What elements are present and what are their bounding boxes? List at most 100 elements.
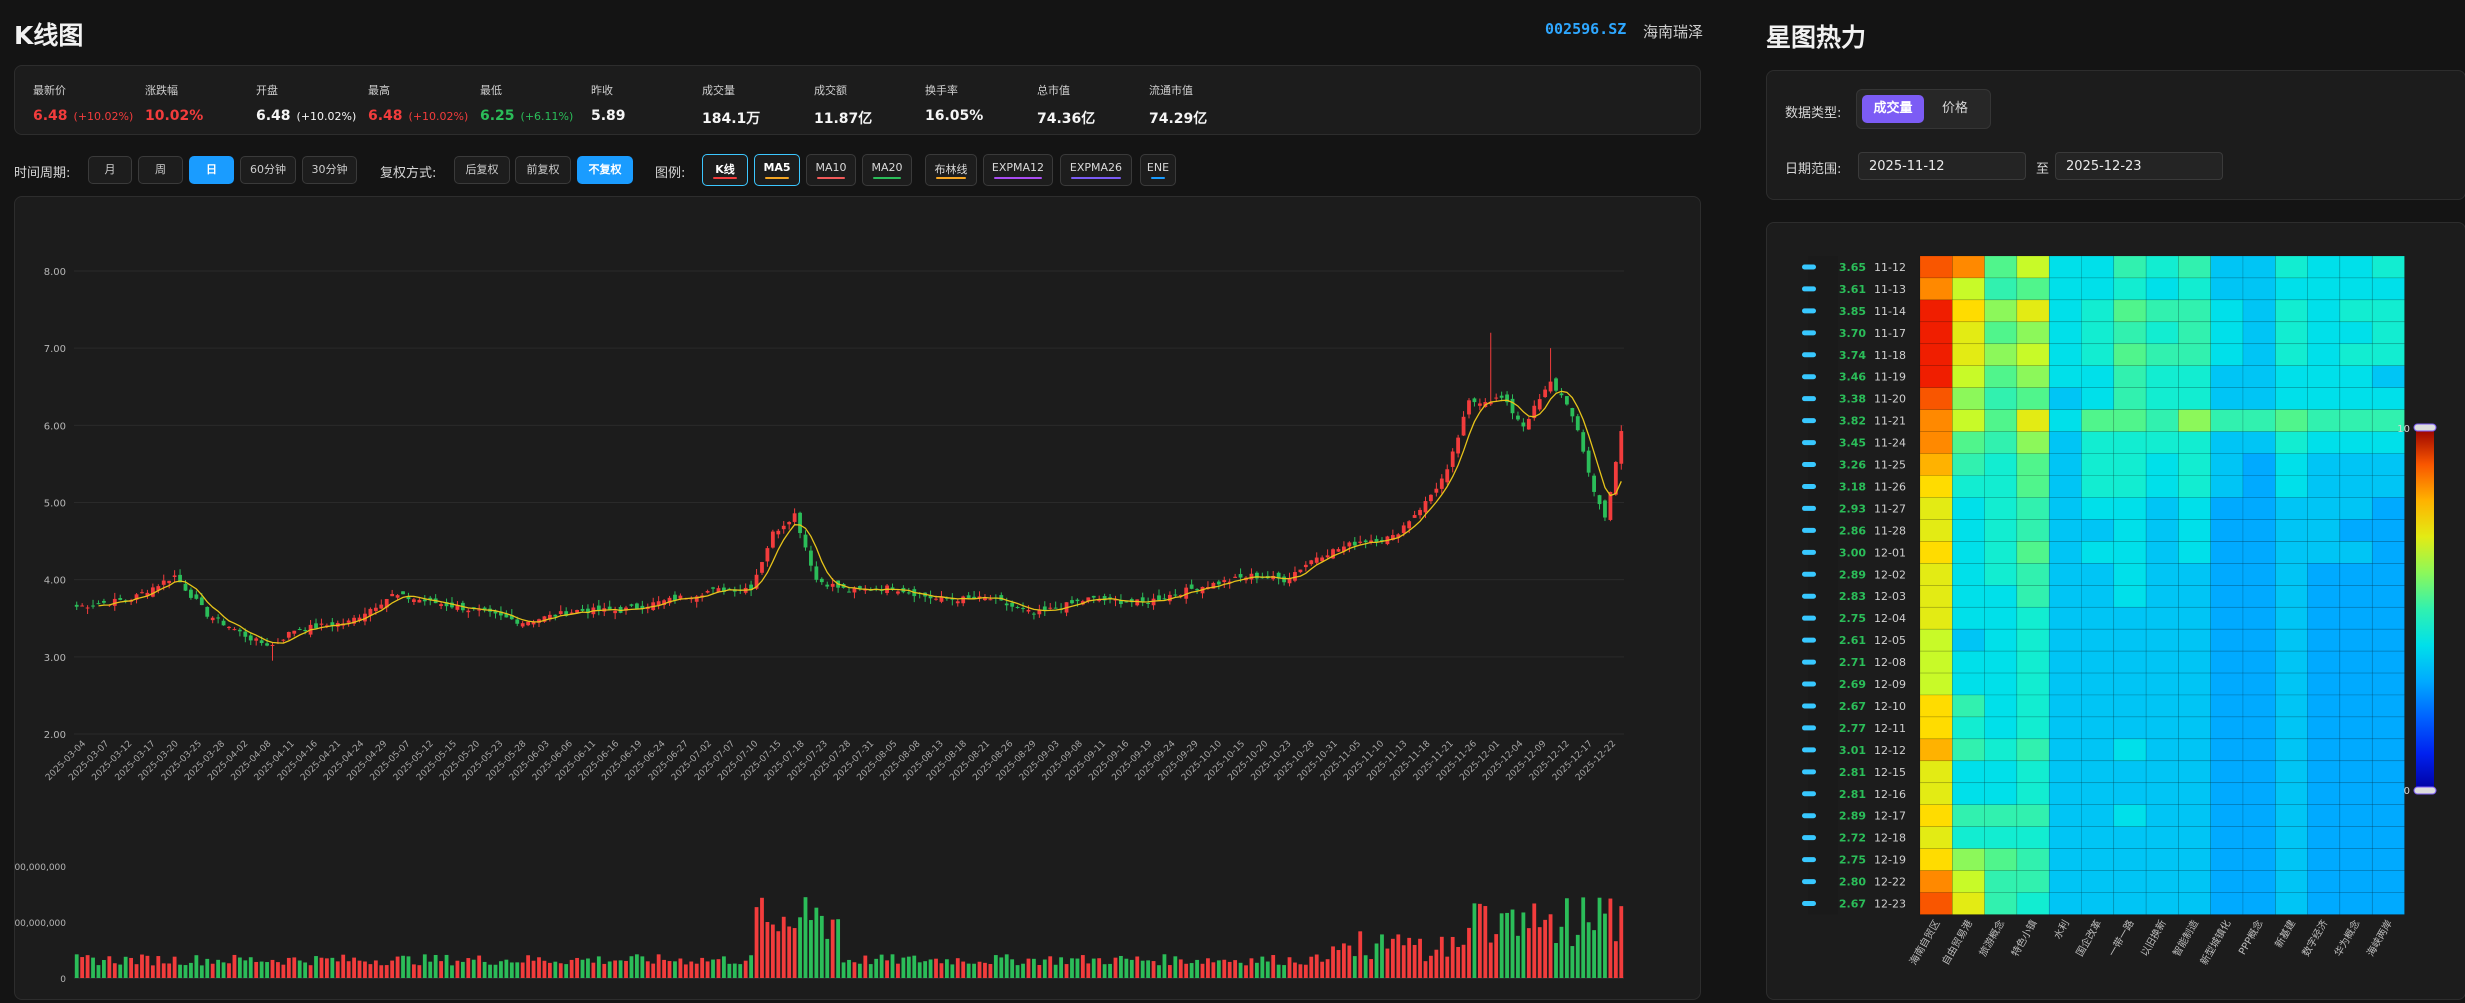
heatmap-cell[interactable] — [2113, 694, 2147, 718]
volume-bar[interactable] — [683, 964, 688, 978]
candle-body[interactable] — [1494, 397, 1499, 399]
candle-body[interactable] — [303, 630, 308, 632]
volume-bar[interactable] — [1554, 943, 1558, 978]
volume-bar[interactable] — [1026, 958, 1031, 978]
candle-body[interactable] — [1445, 469, 1450, 483]
heatmap-cell[interactable] — [2048, 343, 2082, 367]
volume-bar[interactable] — [107, 956, 112, 978]
candle-body[interactable] — [194, 594, 199, 599]
candle-body[interactable] — [1521, 422, 1526, 427]
heatmap-cell[interactable] — [2242, 409, 2276, 432]
heatmap-cell[interactable] — [2178, 277, 2211, 301]
volume-bar[interactable] — [787, 926, 792, 978]
candle-body[interactable] — [1401, 525, 1406, 534]
candle-body[interactable] — [896, 591, 900, 594]
volume-bar[interactable] — [629, 956, 634, 978]
heatmap-cell[interactable] — [2275, 870, 2308, 893]
candle-body[interactable] — [172, 575, 177, 577]
volume-bar[interactable] — [1260, 956, 1265, 978]
heatmap-cell[interactable] — [2242, 716, 2276, 740]
volume-bar[interactable] — [1129, 959, 1134, 978]
candle-body[interactable] — [694, 596, 699, 602]
heatmap-cell[interactable] — [2275, 738, 2308, 762]
candle-body[interactable] — [96, 603, 101, 605]
heatmap-cell[interactable] — [1984, 343, 2018, 367]
heatmap-cell[interactable] — [2275, 431, 2308, 454]
heatmap-cell[interactable] — [2145, 541, 2179, 564]
heatmap-cell[interactable] — [2048, 870, 2082, 893]
volume-bar[interactable] — [1108, 963, 1112, 978]
candle-body[interactable] — [1608, 491, 1613, 520]
heatmap-cell[interactable] — [2048, 585, 2082, 608]
volume-bar[interactable] — [547, 962, 552, 978]
heatmap-cell[interactable] — [2210, 848, 2244, 871]
heatmap-cell[interactable] — [2275, 541, 2308, 564]
candle-body[interactable] — [428, 597, 433, 600]
heatmap-cell[interactable] — [2307, 892, 2341, 915]
heatmap-cell[interactable] — [2145, 321, 2179, 345]
heatmap-cell[interactable] — [2275, 628, 2308, 652]
candle-body[interactable] — [1516, 415, 1520, 420]
heatmap-cell[interactable] — [2113, 848, 2147, 871]
heatmap-cell[interactable] — [2242, 804, 2276, 827]
legend-toggle[interactable]: EXPMA12 — [983, 154, 1053, 186]
volume-bar[interactable] — [1510, 909, 1515, 978]
heatmap-cell[interactable] — [2016, 453, 2050, 476]
heatmap-cell[interactable] — [2048, 453, 2082, 476]
volume-bar[interactable] — [221, 962, 226, 978]
candle-body[interactable] — [809, 550, 813, 566]
candle-body[interactable] — [1499, 395, 1504, 398]
heatmap-cell[interactable] — [2113, 804, 2147, 827]
heatmap-cell[interactable] — [2307, 299, 2341, 323]
heatmap-cell[interactable] — [1919, 585, 1953, 608]
heatmap-cell[interactable] — [2242, 519, 2276, 542]
volume-bar[interactable] — [1146, 960, 1151, 978]
candle-body[interactable] — [1439, 478, 1444, 489]
heatmap-cell[interactable] — [2178, 672, 2211, 696]
heatmap-cell[interactable] — [2339, 453, 2373, 476]
candle-body[interactable] — [1037, 609, 1042, 615]
volume-bar[interactable] — [281, 964, 286, 978]
volume-bar[interactable] — [749, 955, 754, 978]
heatmap-cell[interactable] — [1984, 475, 2018, 498]
heatmap-cell[interactable] — [2371, 782, 2405, 805]
volume-bar[interactable] — [596, 956, 601, 978]
heatmap-cell[interactable] — [2016, 760, 2050, 784]
legend-toggle[interactable]: ENE — [1140, 154, 1176, 186]
candle-body[interactable] — [564, 611, 569, 616]
volume-bar[interactable] — [743, 960, 748, 978]
heatmap-cell[interactable] — [2145, 694, 2179, 718]
volume-bar[interactable] — [624, 960, 628, 978]
heatmap-cell[interactable] — [1919, 782, 1953, 805]
heatmap-cell[interactable] — [2048, 650, 2082, 674]
heatmap-cell[interactable] — [2081, 497, 2115, 520]
heatmap-cell[interactable] — [1952, 716, 1985, 740]
heatmap-cell[interactable] — [1984, 321, 2018, 345]
volume-bar[interactable] — [586, 958, 590, 978]
heatmap-cell[interactable] — [2048, 563, 2082, 586]
heatmap-cell[interactable] — [2242, 321, 2276, 345]
heatmap-cell[interactable] — [1919, 387, 1953, 410]
volume-bar[interactable] — [656, 954, 661, 978]
volume-bar[interactable] — [977, 961, 982, 978]
candle-body[interactable] — [1412, 515, 1417, 518]
heatmap-cell[interactable] — [2339, 409, 2373, 432]
volume-bar[interactable] — [1352, 956, 1357, 978]
heatmap-cell[interactable] — [2210, 497, 2244, 520]
volume-bar[interactable] — [673, 961, 677, 978]
volume-bar[interactable] — [852, 962, 857, 978]
heatmap-cell[interactable] — [2210, 870, 2244, 893]
candle-body[interactable] — [161, 580, 166, 585]
volume-bar[interactable] — [1592, 930, 1596, 978]
heatmap-cell[interactable] — [2113, 387, 2147, 410]
volume-bar[interactable] — [618, 960, 623, 978]
heatmap-cell[interactable] — [2081, 365, 2115, 388]
volume-bar[interactable] — [1222, 959, 1227, 978]
heatmap-cell[interactable] — [2242, 365, 2276, 388]
candle-body[interactable] — [1390, 535, 1395, 540]
legend-toggle[interactable]: MA10 — [806, 154, 856, 186]
volume-bar[interactable] — [1010, 959, 1015, 978]
volume-bar[interactable] — [406, 956, 411, 978]
heatmap-cell[interactable] — [2339, 826, 2373, 849]
candle-body[interactable] — [1238, 574, 1243, 578]
